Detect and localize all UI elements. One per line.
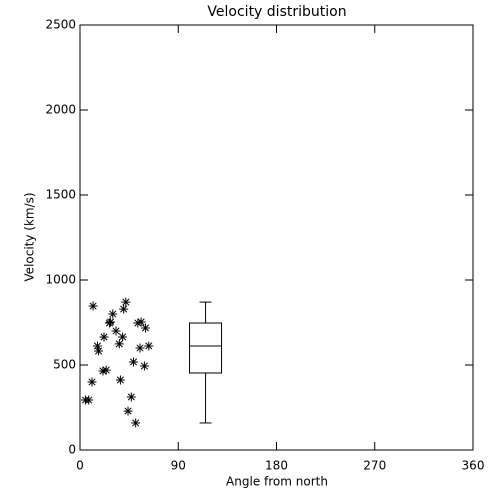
box [189,322,223,374]
point [106,317,116,327]
point [88,301,98,311]
point [108,309,118,319]
point [128,357,138,367]
point [119,304,129,314]
x-tick-label: 360 [462,459,485,473]
point [121,297,131,307]
y-tick-label: 2500 [45,18,76,32]
point [101,365,111,375]
y-tick-label: 0 [68,443,76,457]
point [92,341,102,351]
point [114,339,124,349]
y-tick-label: 2000 [45,103,76,117]
point [139,361,149,371]
point [144,341,154,351]
y-tick-label: 500 [53,358,76,372]
point [94,346,104,356]
point [123,406,133,416]
point [87,377,97,387]
point [111,326,121,336]
point [115,375,125,385]
point [98,366,108,376]
point [99,332,109,342]
x-tick-label: 90 [171,459,186,473]
y-tick-label: 1000 [45,273,76,287]
y-axis-label: Velocity (km/s) [23,192,37,281]
point [84,395,94,405]
y-tick-label: 1500 [45,188,76,202]
x-tick-label: 270 [363,459,386,473]
x-tick-label: 180 [265,459,288,473]
point [126,392,136,402]
point [133,318,143,328]
plot-frame [79,24,474,451]
point [118,332,128,342]
point [135,343,145,353]
x-axis-label: Angle from north [226,475,328,489]
point [136,317,146,327]
x-tick-label: 0 [76,459,84,473]
chart-title: Velocity distribution [207,4,346,20]
point [141,323,150,333]
point [131,418,141,428]
